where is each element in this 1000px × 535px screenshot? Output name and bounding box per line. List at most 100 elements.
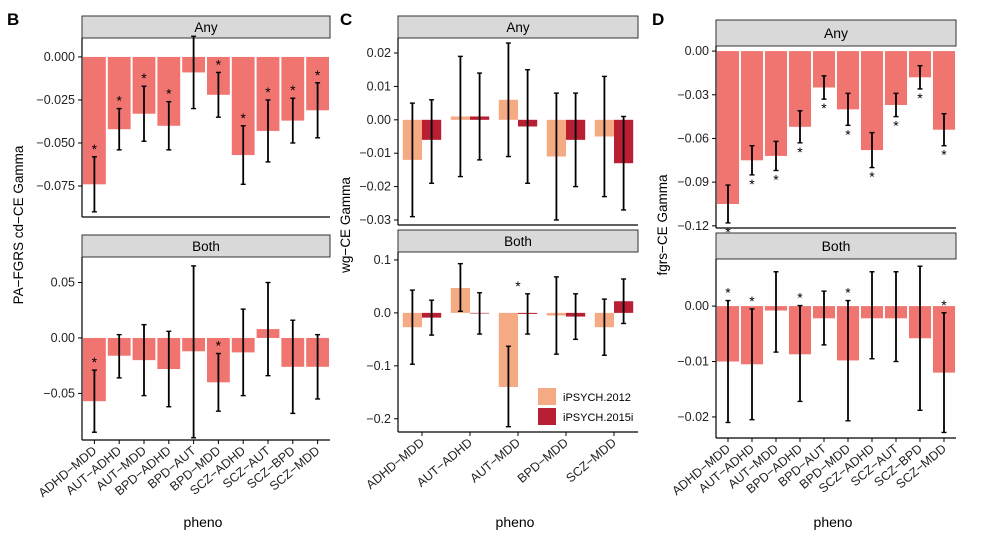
bar — [812, 51, 836, 88]
panel-b-ylabel: PA−FGRS cd−CE Gamma — [11, 145, 26, 304]
significance-star: * — [141, 70, 147, 86]
y-tick-label: 0.02 — [367, 46, 391, 60]
y-tick-label: −0.2 — [366, 412, 391, 426]
plot-area: 0.050.00−0.05*ADHD−MDDAUT−ADHDAUT−MDDBPD… — [36, 265, 330, 500]
significance-star: * — [821, 100, 827, 116]
x-tick-label: BPD−MDD — [515, 436, 571, 486]
bar — [256, 56, 280, 131]
facet-strip-label: Any — [506, 20, 530, 35]
facet-strip-label: Any — [824, 25, 848, 41]
panel-d-xlabel: pheno — [814, 514, 853, 530]
significance-star: * — [92, 354, 98, 370]
y-tick-label: 0.00 — [367, 113, 391, 127]
y-tick-label: −0.01 — [677, 355, 709, 369]
significance-star: * — [315, 67, 321, 83]
significance-star: * — [116, 93, 122, 109]
facet-strip-label: Both — [504, 234, 532, 249]
facet-strip-label: Both — [192, 239, 220, 254]
legend-label-ipsych2012: iPSYCH.2012 — [563, 392, 631, 404]
panel-b-xlabel: pheno — [184, 514, 223, 530]
y-tick-label: 0.00 — [685, 44, 709, 58]
bar — [932, 51, 956, 130]
panel-c: C wg−CE Gamma pheno Any 0.02 0.01 0.00 −0.0… — [338, 10, 639, 530]
significance-star: * — [749, 293, 755, 309]
panel-c-facet-any: Any 0.02 0.01 0.00 −0.01 −0.02 −0.03 — [359, 15, 639, 227]
bar — [82, 56, 106, 185]
y-tick-label: −0.02 — [359, 180, 391, 194]
bar — [836, 51, 860, 110]
panel-letter-b: B — [7, 10, 19, 29]
significance-star: * — [893, 118, 899, 134]
panel-d: D fgrs−CE Gamma pheno Any 0.00 −0.03 −0.06… — [652, 10, 957, 530]
panel-c-xlabel: pheno — [496, 514, 535, 530]
panel-d-ylabel: fgrs−CE Gamma — [655, 174, 670, 275]
bar — [860, 51, 884, 151]
significance-star: * — [797, 144, 803, 160]
significance-star: * — [941, 297, 947, 313]
bar — [764, 51, 788, 156]
bar — [716, 51, 740, 204]
significance-star: * — [845, 126, 851, 142]
significance-star: * — [869, 169, 875, 185]
panel-d-facet-both: Both 0.00−0.01−0.02*ADHD−MDD*AUT−ADHDAUT… — [669, 232, 957, 498]
bar — [231, 56, 255, 156]
y-tick-label: −0.05 — [43, 386, 75, 400]
facet-strip-label: Any — [194, 20, 218, 35]
bar — [281, 56, 305, 121]
significance-star: * — [749, 176, 755, 192]
significance-star: * — [290, 82, 296, 98]
x-tick-label: SCZ−MDD — [563, 436, 619, 486]
facet-strip — [81, 15, 331, 39]
y-tick-label: 0.000 — [44, 50, 75, 64]
panel-c-ylabel: wg−CE Gamma — [338, 177, 353, 274]
plot-area: 0.00 −0.03 −0.06 −0.09 −0.12 * * * * * * * * * * — [677, 44, 956, 240]
bar — [788, 51, 812, 127]
bar — [884, 51, 908, 105]
y-tick-label: −0.03 — [359, 213, 391, 227]
significance-star: * — [515, 278, 521, 294]
y-tick-label: 0.00 — [685, 299, 709, 313]
y-tick-label: −0.02 — [677, 410, 709, 424]
plot-area: 0.00−0.01−0.02*ADHD−MDD*AUT−ADHDAUT−MDD*… — [669, 265, 956, 498]
facet-strip — [715, 19, 957, 47]
significance-star: * — [917, 90, 923, 106]
y-tick-label: 0.1 — [374, 253, 391, 267]
facet-strip — [397, 15, 639, 39]
legend-label-ipsych2015i: iPSYCH.2015i — [563, 412, 633, 424]
y-tick-label: −0.06 — [677, 131, 709, 145]
significance-star: * — [265, 84, 271, 100]
significance-star: * — [941, 147, 947, 163]
panel-letter-c: C — [340, 10, 352, 29]
plot-area: 0.10.0−0.1−0.2ADHD−MDDAUT−ADHD*AUT−MDDBP… — [363, 253, 634, 492]
bar — [107, 56, 131, 130]
panel-b-facet-both: Both 0.050.00−0.05*ADHD−MDDAUT−ADHDAUT−M… — [36, 234, 331, 500]
y-tick-label: −0.09 — [677, 175, 709, 189]
significance-star: * — [216, 56, 222, 72]
significance-star: * — [845, 285, 851, 301]
significance-star: * — [725, 285, 731, 301]
panel-d-facet-any: Any 0.00 −0.03 −0.06 −0.09 −0.12 * * * * * * * * * * — [677, 19, 957, 240]
panel-c-facet-both: Both 0.10.0−0.1−0.2ADHD−MDDAUT−ADHD*AUT−… — [363, 229, 639, 492]
facet-strip-label: Both — [822, 238, 851, 254]
panel-letter-d: D — [652, 10, 664, 29]
y-tick-label: 0.01 — [367, 79, 391, 93]
plot-area: 0.02 0.01 0.00 −0.01 −0.02 −0.03 — [359, 42, 634, 227]
significance-star: * — [92, 141, 98, 157]
y-tick-label: −0.075 — [36, 179, 75, 193]
facet-strip — [81, 234, 331, 258]
legend: iPSYCH.2012 iPSYCH.2015i — [538, 388, 633, 425]
y-tick-label: 0.00 — [51, 331, 75, 345]
significance-star: * — [725, 224, 731, 240]
panel-b-facet-any: Any 0.000 −0.025 −0.050 −0.075 * * * * * * * * * — [36, 15, 331, 218]
significance-star: * — [797, 290, 803, 306]
y-tick-label: −0.025 — [36, 93, 75, 107]
y-tick-label: −0.01 — [359, 146, 391, 160]
y-tick-label: 0.05 — [51, 276, 75, 290]
y-tick-label: −0.12 — [677, 219, 709, 233]
bar — [740, 51, 764, 161]
legend-key-ipsych2012 — [538, 388, 556, 405]
facet-strip — [715, 232, 957, 260]
significance-star: * — [240, 110, 246, 126]
y-tick-label: 0.0 — [374, 306, 391, 320]
